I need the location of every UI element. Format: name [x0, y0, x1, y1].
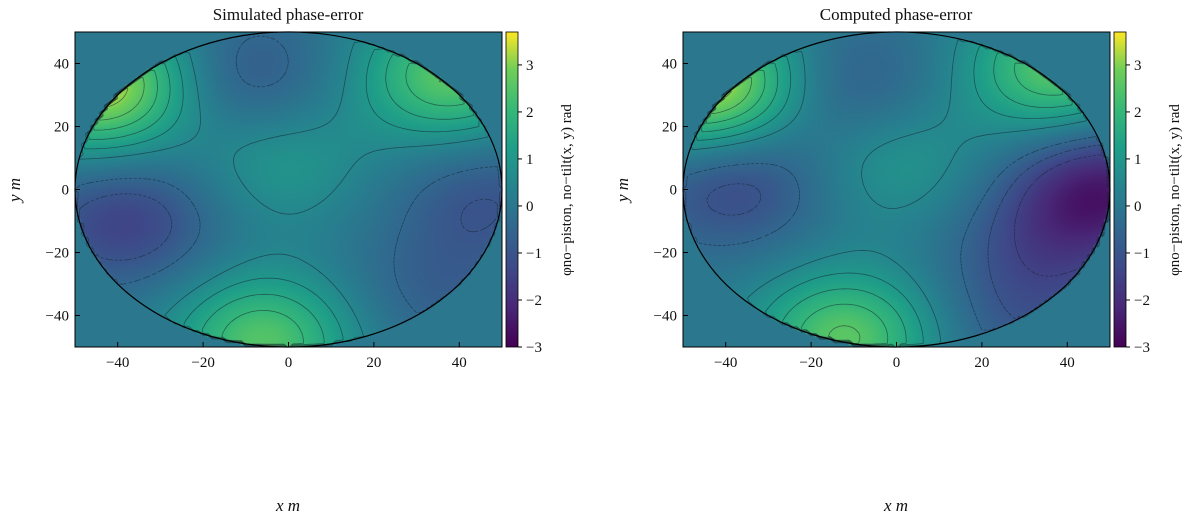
x-tick-label: −40 [714, 355, 737, 371]
colorbar-tick-label: 2 [1134, 105, 1142, 121]
panel-title: Simulated phase-error [213, 5, 364, 24]
colorbar-tick-label: −3 [526, 340, 542, 356]
colorbar-ticks: 3 2 1 0 −1 −2 −3 [518, 58, 542, 356]
contour-line [78, 193, 498, 261]
y-tick-label: 40 [662, 57, 677, 73]
colorbar-tick-label: 1 [526, 152, 534, 168]
y-tick-label: −40 [654, 309, 677, 325]
y-tick-label: −20 [654, 246, 677, 262]
x-tick-label: 40 [452, 355, 467, 371]
colorbar-tick-label: 3 [526, 58, 534, 74]
x-tick-label: 40 [1060, 355, 1075, 371]
heatmap-image [75, 32, 502, 347]
x-axis-label: x m [883, 496, 908, 515]
x-axis-ticks: −40 −20 0 20 40 [714, 342, 1075, 371]
x-axis-ticks: −40 −20 0 20 40 [106, 342, 467, 371]
panel-title: Computed phase-error [820, 5, 973, 24]
colorbar: 3 2 1 0 −1 −2 −3 [505, 31, 542, 356]
colorbar-tick-label: −1 [526, 246, 542, 262]
x-axis-label: x m [275, 496, 300, 515]
heatmap-image [683, 32, 1110, 347]
colorbar-gradient [505, 31, 519, 348]
colorbar-tick-label: 0 [526, 199, 534, 215]
colorbar-tick-label: 2 [526, 105, 534, 121]
colorbar: 3 2 1 0 −1 −2 −3 [1113, 31, 1150, 356]
x-tick-label: −20 [191, 355, 214, 371]
x-tick-label: −20 [799, 355, 822, 371]
panel-computed: Computed phase-error −40 −20 0 20 40 −40−200… [613, 5, 1183, 515]
y-tick-label: 20 [662, 120, 677, 136]
colorbar-gradient [1113, 31, 1127, 348]
y-axis-ticks: −40 −20 0 20 40 [46, 57, 80, 325]
y-axis-ticks: −40 −20 0 20 40 [654, 57, 688, 325]
x-tick-label: 20 [974, 355, 989, 371]
y-tick-label: 0 [62, 183, 70, 199]
y-tick-label: −40 [46, 309, 69, 325]
colorbar-ticks: 3 2 1 0 −1 −2 −3 [1126, 58, 1150, 356]
y-axis-label: y m [5, 178, 24, 204]
x-tick-label: −40 [106, 355, 129, 371]
y-tick-label: 40 [54, 57, 69, 73]
colorbar-tick-label: −3 [1134, 340, 1150, 356]
x-tick-label: 0 [893, 355, 901, 371]
y-axis-label: y m [613, 178, 632, 204]
plot-area: −40 −20 0 20 40 −40 −20 0 20 40 [654, 31, 1111, 371]
colorbar-label: φno−piston, no−tilt(x, y) rad [1167, 104, 1183, 276]
colorbar-tick-label: −2 [1134, 293, 1150, 309]
plot-area: −40 −20 0 20 40 −40 −20 0 20 40 [46, 31, 503, 371]
colorbar-tick-label: 0 [1134, 199, 1142, 215]
x-tick-label: 0 [285, 355, 293, 371]
panel-simulated: Simulated phase-error −40 −20 0 20 40 −40−20… [5, 5, 575, 515]
colorbar-label: φno−piston, no−tilt(x, y) rad [559, 104, 575, 276]
x-tick-label: 20 [366, 355, 381, 371]
y-tick-label: 0 [670, 183, 678, 199]
y-tick-label: −20 [46, 246, 69, 262]
colorbar-tick-label: −2 [526, 293, 542, 309]
colorbar-tick-label: 3 [1134, 58, 1142, 74]
colorbar-tick-label: −1 [1134, 246, 1150, 262]
colorbar-tick-label: 1 [1134, 152, 1142, 168]
y-tick-label: 20 [54, 120, 69, 136]
